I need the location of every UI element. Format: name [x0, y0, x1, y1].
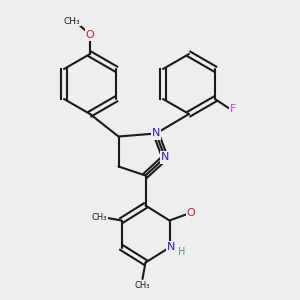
Text: N: N — [161, 152, 169, 163]
Text: N: N — [152, 128, 160, 139]
Text: O: O — [187, 208, 196, 218]
Text: CH₃: CH₃ — [135, 280, 150, 290]
Text: H: H — [178, 247, 185, 257]
Text: CH₃: CH₃ — [64, 16, 80, 26]
Text: F: F — [230, 104, 236, 115]
Text: CH₃: CH₃ — [91, 213, 107, 222]
Text: O: O — [85, 29, 94, 40]
Text: N: N — [167, 242, 175, 253]
